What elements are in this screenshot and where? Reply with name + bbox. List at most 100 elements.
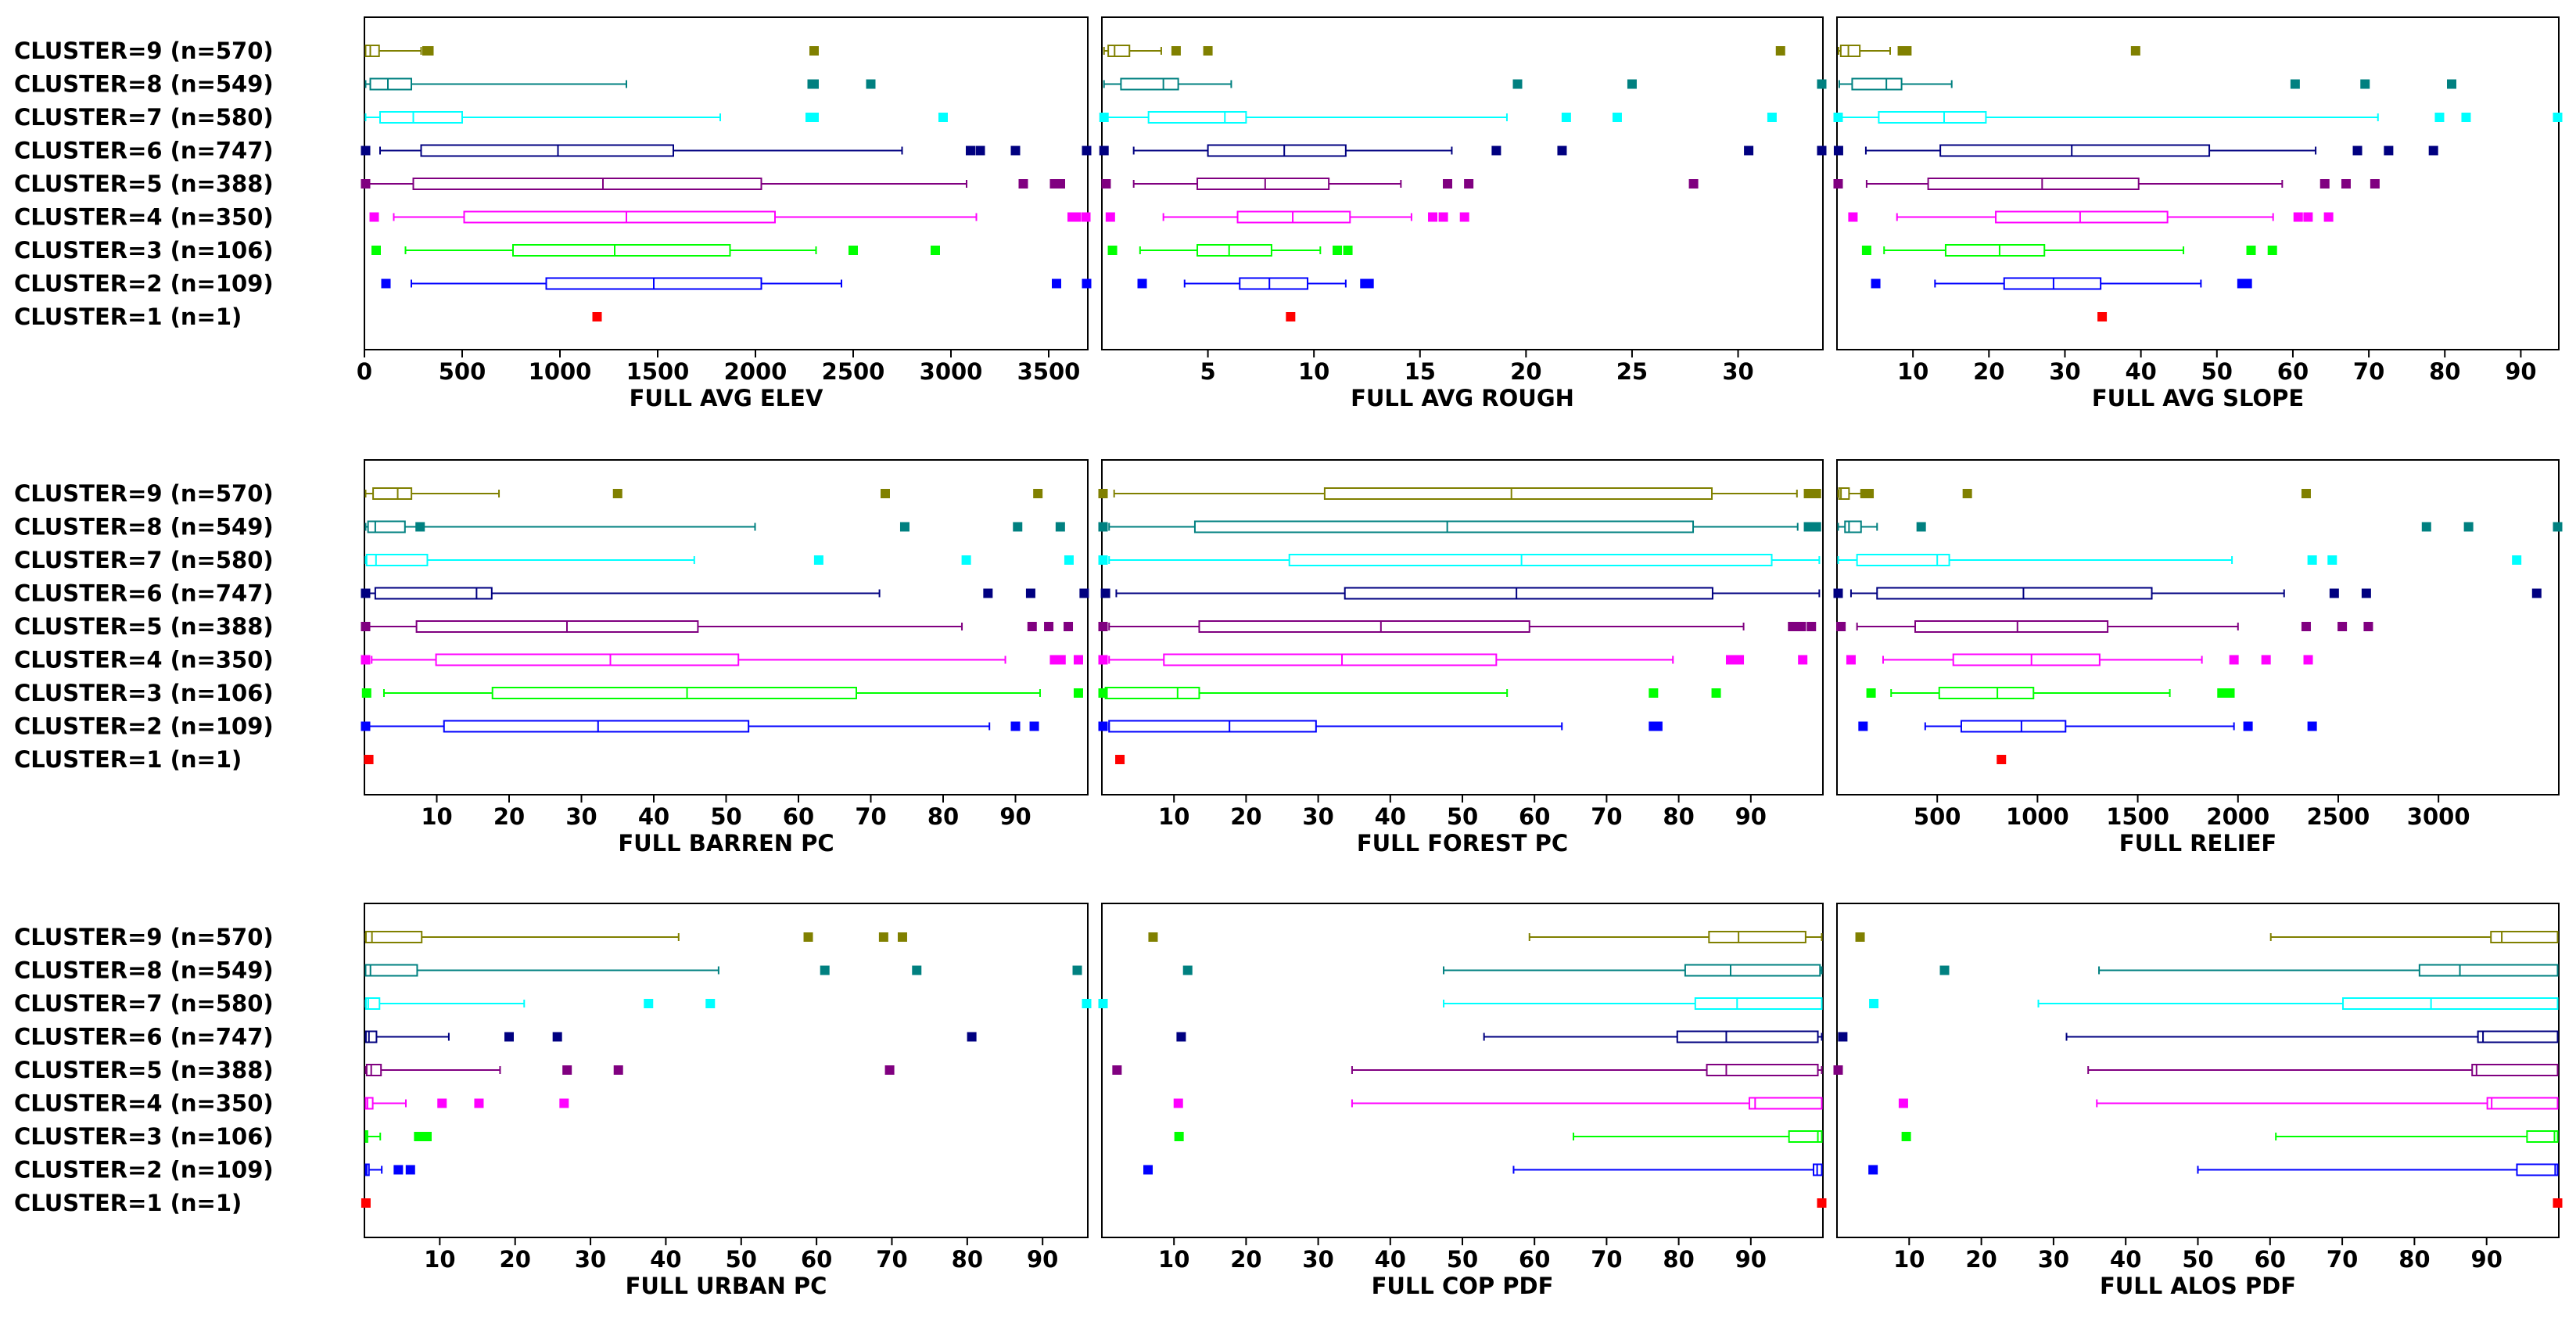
outlier-point <box>2428 145 2438 156</box>
box-iqr <box>1876 587 2153 600</box>
outlier-point <box>1055 522 1065 532</box>
outlier-point <box>1018 179 1028 189</box>
series-cluster-2 <box>361 720 1039 733</box>
series-cluster-9 <box>1855 931 2559 943</box>
x-axis-label: FULL URBAN PC <box>626 1273 827 1299</box>
outlier-point <box>1073 655 1083 665</box>
box-iqr <box>1856 554 1950 566</box>
box-iqr <box>1914 620 2109 633</box>
outlier-point <box>1071 212 1081 222</box>
outlier-point <box>1649 688 1659 698</box>
outlier-point <box>1688 179 1699 189</box>
outlier-point <box>1811 489 1821 498</box>
category-label: CLUSTER=1 (n=1) <box>14 303 242 330</box>
outlier-point <box>1491 145 1501 156</box>
x-tick-label: 20 <box>1230 803 1261 830</box>
outlier-point <box>938 113 948 122</box>
x-tick-label: 60 <box>1519 803 1550 830</box>
outlier-point <box>1148 932 1158 942</box>
outlier-point <box>1997 755 2007 764</box>
series-cluster-1 <box>2097 312 2108 321</box>
series-cluster-5 <box>1833 178 2380 190</box>
x-tick-label: 40 <box>650 1246 681 1273</box>
panel-full-avg-elev: CLUSTER=9 (n=570) CLUSTER=8 (n=549) CLUSTE… <box>14 16 1092 411</box>
series-cluster-6 <box>1833 144 2438 157</box>
x-tick-label: 60 <box>783 803 814 830</box>
box-iqr <box>1944 244 2046 257</box>
outlier-point <box>931 246 940 255</box>
x-tick-label: 3000 <box>2407 803 2470 830</box>
outlier-point <box>1173 1098 1183 1108</box>
series-cluster-3 <box>371 244 940 257</box>
panel-full-avg-rough: 5 10 15 20 25 30 FULL AVG ROUGH <box>1099 16 1827 411</box>
outlier-point <box>881 489 890 498</box>
x-tick-label: 2000 <box>724 358 788 385</box>
x-tick-label: 1000 <box>2006 803 2069 830</box>
outlier-point <box>813 555 823 565</box>
outlier-point <box>1627 79 1637 89</box>
outlier-point <box>1861 246 1871 255</box>
x-tick-label: 80 <box>927 803 959 830</box>
x-tick-label: 15 <box>1405 358 1436 385</box>
box-iqr <box>1344 587 1713 600</box>
series-cluster-2 <box>1143 1163 1823 1176</box>
x-axis-label: FULL COP PDF <box>1372 1273 1554 1299</box>
x-tick-label: 10 <box>1158 803 1189 830</box>
category-label: CLUSTER=3 (n=106) <box>14 237 274 264</box>
outlier-point <box>1176 1032 1186 1042</box>
outlier-point <box>2384 145 2394 156</box>
outlier-point <box>1744 145 1754 156</box>
x-tick-label: 90 <box>999 803 1031 830</box>
outlier-point <box>1203 46 1213 56</box>
outlier-point <box>1817 1198 1827 1208</box>
panel-full-barren-pc: CLUSTER=9 (n=570) CLUSTER=8 (n=549) CLUSTE… <box>14 459 1089 857</box>
outlier-point <box>2290 79 2300 89</box>
x-tick-label: 1000 <box>529 358 592 385</box>
outlier-point <box>361 721 371 731</box>
series-cluster-9 <box>364 487 1043 500</box>
series-cluster-1 <box>364 755 374 764</box>
outlier-point <box>1143 1165 1153 1175</box>
series-cluster-8 <box>1837 520 2563 533</box>
x-tick-label: 70 <box>1591 803 1622 830</box>
series-cluster-6 <box>1176 1030 1823 1043</box>
series-cluster-4 <box>1173 1097 1823 1110</box>
outlier-point <box>1107 246 1118 255</box>
outlier-point <box>2242 278 2252 289</box>
box-iqr <box>364 931 423 943</box>
outlier-point <box>1081 212 1091 222</box>
outlier-point <box>2329 588 2339 598</box>
x-tick-label: 20 <box>1510 358 1541 385</box>
outlier-point <box>393 1165 404 1175</box>
box-iqr <box>1676 1030 1819 1043</box>
box-iqr <box>1748 1097 1823 1110</box>
x-tick-label: 20 <box>1973 358 2004 385</box>
x-tick-label: 5 <box>1200 358 1215 385</box>
outlier-point <box>1174 1132 1184 1141</box>
outlier-point <box>1901 1132 1911 1141</box>
category-label: CLUSTER=7 (n=580) <box>14 104 274 131</box>
x-tick-label: 60 <box>2255 1246 2286 1273</box>
x-tick-label: 500 <box>439 358 486 385</box>
x-tick-label: 50 <box>710 803 741 830</box>
outlier-point <box>1025 588 1035 598</box>
outlier-point <box>866 79 876 89</box>
panel-full-avg-slope: 10 20 30 40 50 60 70 80 90 FULL AVG SLOPE <box>1833 16 2563 411</box>
outlier-point <box>1098 622 1108 631</box>
series-cluster-8 <box>364 520 1065 533</box>
outlier-point <box>1817 79 1827 89</box>
outlier-point <box>381 278 391 289</box>
outlier-point <box>1112 1065 1122 1075</box>
x-tick-label: 3000 <box>920 358 983 385</box>
category-label: CLUSTER=3 (n=106) <box>14 1123 274 1150</box>
series-cluster-8 <box>1098 520 1821 533</box>
outlier-point <box>437 1098 447 1108</box>
box-iqr <box>443 720 750 733</box>
series-cluster-3 <box>364 1130 432 1143</box>
series-cluster-6 <box>361 144 1092 157</box>
outlier-point <box>2303 655 2313 665</box>
x-tick-label: 70 <box>855 803 886 830</box>
box-iqr <box>1236 210 1351 224</box>
outlier-point <box>820 965 830 975</box>
series-cluster-1 <box>1997 755 2007 764</box>
